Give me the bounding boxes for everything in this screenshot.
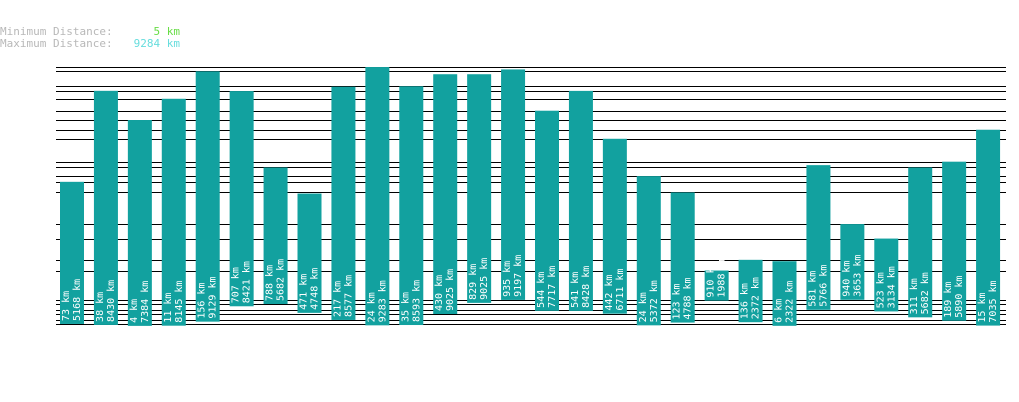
bar xyxy=(670,192,695,323)
bar xyxy=(772,261,797,326)
bars: 73 km 5168 km 38 km 8430 km 4 km 7384 km 11 km… xyxy=(60,67,1001,326)
bar-high-label: 2372 km xyxy=(751,277,762,319)
bar xyxy=(501,69,526,300)
bar-low-label: 24 km xyxy=(638,292,649,322)
bar-high-label: 6711 km xyxy=(615,269,626,311)
bar-low-label: 156 km xyxy=(197,283,208,319)
bar-low-label: 6 km xyxy=(774,299,785,323)
bar-low-label: 24 km xyxy=(366,292,377,322)
bar-high-label: 2322 km xyxy=(785,281,796,323)
bar xyxy=(806,165,831,310)
bar-low-label: 217 km xyxy=(332,281,343,317)
bar-high-label: 5890 km xyxy=(954,276,965,318)
legend-max-value: 9284 km xyxy=(133,37,180,50)
bar-low-label: 940 km xyxy=(841,261,852,297)
bar-high-label: 3653 km xyxy=(852,255,863,297)
bar-high-label: 9129 km xyxy=(208,276,219,318)
bar-high-label: 8421 km xyxy=(242,261,253,303)
bar xyxy=(602,138,627,314)
bar-low-label: 15 km xyxy=(977,292,988,322)
bar-low-label: 910 km xyxy=(706,261,717,297)
bar xyxy=(467,74,492,303)
bar-low-label: 471 km xyxy=(299,274,310,310)
bar-low-label: 829 km xyxy=(468,264,479,300)
bar xyxy=(60,181,84,324)
bar-low-label: 123 km xyxy=(672,283,683,319)
bar-high-label: 5372 km xyxy=(649,280,660,322)
bar-high-label: 8430 km xyxy=(106,280,117,322)
legend-min-value: 5 km xyxy=(153,25,181,38)
bar-low-label: 581 km xyxy=(807,271,818,307)
bar xyxy=(942,161,967,321)
bar-low-label: 541 km xyxy=(570,272,581,308)
bar-high-label: 9197 km xyxy=(513,255,524,297)
bar xyxy=(636,176,661,326)
legend-max-label: Maximum Distance: xyxy=(0,37,113,50)
bar-low-label: 11 km xyxy=(163,293,174,323)
bar-low-label: 4 km xyxy=(129,299,140,323)
bar xyxy=(874,238,899,312)
bar xyxy=(738,259,763,323)
legend-min-label: Minimum Distance: xyxy=(0,25,113,38)
bar-high-label: 5682 km xyxy=(276,259,287,301)
bar xyxy=(365,67,390,326)
bar-low-label: 935 km xyxy=(502,261,513,297)
bar-high-label: 8428 km xyxy=(581,266,592,308)
bar xyxy=(535,110,559,311)
bar xyxy=(127,120,152,326)
bar-high-label: 7717 km xyxy=(547,266,558,308)
bar xyxy=(297,193,322,313)
bar-low-label: 788 km xyxy=(265,265,276,301)
bar-low-label: 35 km xyxy=(400,292,411,322)
bar xyxy=(263,167,288,305)
bar xyxy=(161,98,186,326)
bar xyxy=(93,90,118,325)
bar-high-label: 5766 km xyxy=(818,265,829,307)
bar xyxy=(433,74,458,315)
bar xyxy=(976,129,1001,326)
bar-high-label: 7035 km xyxy=(988,280,999,322)
bar-low-label: 544 km xyxy=(536,272,547,308)
bar xyxy=(704,270,729,301)
bar-low-label: 442 km xyxy=(604,275,615,311)
bar-high-label: 8577 km xyxy=(343,275,354,317)
bar-high-label: 8145 km xyxy=(174,281,185,323)
bar-high-label: 3134 km xyxy=(886,266,897,308)
bar xyxy=(568,90,593,311)
bar-high-label: 5168 km xyxy=(72,279,83,321)
bar-low-label: 73 km xyxy=(61,291,72,321)
bar-high-label: 7384 km xyxy=(140,281,151,323)
legend: Minimum Distance: 5 km Maximum Distance: 9… xyxy=(0,26,180,50)
bar-high-label: 4748 km xyxy=(310,268,321,310)
bar xyxy=(195,71,220,322)
bar-high-label: 5682 km xyxy=(920,272,931,314)
bar-low-label: 136 km xyxy=(740,283,751,319)
bar-low-label: 523 km xyxy=(875,272,886,308)
bar-high-label: 1988 km xyxy=(717,255,728,297)
bar-high-label: 9025 km xyxy=(479,258,490,300)
bar xyxy=(908,167,933,318)
bar-high-label: 9283 km xyxy=(377,280,388,322)
bar xyxy=(399,86,424,326)
bar-low-label: 38 km xyxy=(95,292,106,322)
legend-max-row: Maximum Distance: 9284 km xyxy=(0,38,180,50)
bar-high-label: 8593 km xyxy=(411,280,422,322)
bar-high-label: 4788 km xyxy=(683,277,694,319)
bar-high-label: 9025 km xyxy=(445,269,456,311)
bar-low-label: 189 km xyxy=(943,282,954,318)
bar xyxy=(229,91,254,307)
bar xyxy=(331,86,356,320)
bar-low-label: 311 km xyxy=(909,278,920,314)
legend-min-row: Minimum Distance: 5 km xyxy=(0,26,180,38)
bar xyxy=(840,224,865,300)
bar-low-label: 707 km xyxy=(231,267,242,303)
bar-low-label: 430 km xyxy=(434,275,445,311)
